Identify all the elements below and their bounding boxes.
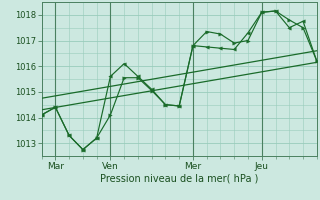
X-axis label: Pression niveau de la mer( hPa ): Pression niveau de la mer( hPa )	[100, 173, 258, 183]
